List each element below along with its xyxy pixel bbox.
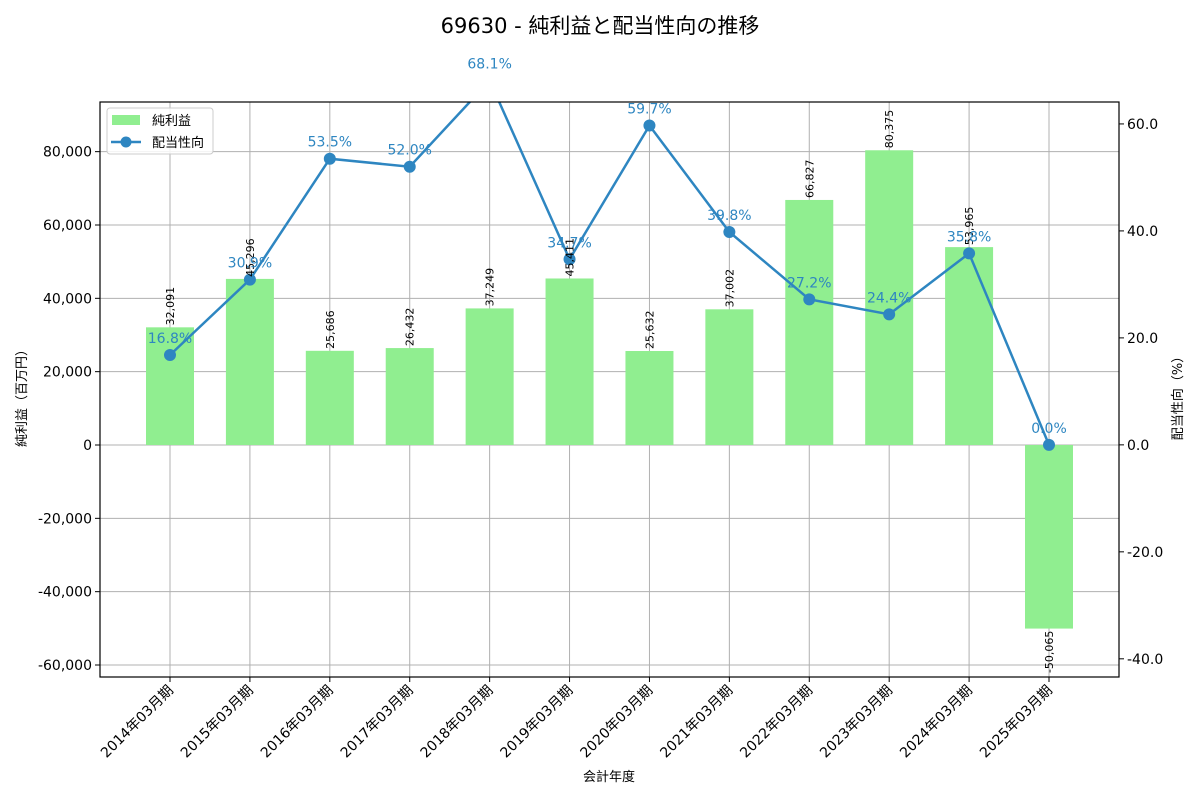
svg-text:60.0: 60.0 (1127, 117, 1158, 133)
svg-text:-60,000: -60,000 (38, 658, 92, 674)
svg-text:80,375: 80,375 (883, 110, 896, 149)
svg-text:2022年03月期: 2022年03月期 (737, 683, 816, 762)
bar (945, 247, 994, 445)
bar-value-labels: 32,091 45,296 25,686 26,432 37,249 45,411 25,6… (164, 110, 1056, 673)
svg-text:20,000: 20,000 (43, 365, 92, 381)
bar (146, 327, 194, 445)
svg-text:26,432: 26,432 (404, 308, 417, 347)
bar (465, 308, 514, 445)
line-marker (403, 160, 416, 173)
svg-text:35.8%: 35.8% (947, 229, 991, 245)
y-axis-left-label: 純利益（百万円） (15, 343, 30, 447)
line-value-labels: 16.8% 30.9% 53.5% 52.0% 68.1% 34.7% 59.7% 39.8%… (148, 57, 1067, 437)
line-marker (1043, 438, 1055, 451)
bar (305, 350, 354, 445)
bar (385, 348, 434, 445)
bar (545, 278, 594, 445)
svg-text:16.8%: 16.8% (148, 331, 192, 347)
svg-text:2018年03月期: 2018年03月期 (418, 683, 497, 762)
y-axis-right: -40.0 -20.0 0.0 20.0 40.0 60.0 (1119, 117, 1163, 668)
svg-text:66,827: 66,827 (803, 159, 816, 198)
svg-text:0.0%: 0.0% (1031, 421, 1067, 437)
svg-text:30.9%: 30.9% (228, 256, 272, 272)
y-axis-left: -60,000 -40,000 -20,000 0 20,000 40,000 60,000… (38, 145, 100, 674)
line-marker (164, 349, 176, 361)
svg-text:80,000: 80,000 (43, 145, 92, 161)
svg-text:53.5%: 53.5% (308, 135, 352, 151)
svg-text:20.0: 20.0 (1127, 331, 1158, 347)
line-marker (963, 247, 976, 260)
svg-text:45,411: 45,411 (564, 238, 577, 277)
line-marker (803, 293, 816, 306)
x-axis: 2014年03月期 2015年03月期 2016年03月期 2017年03月期 2018… (98, 677, 1056, 761)
svg-text:27.2%: 27.2% (787, 275, 831, 291)
svg-text:37,002: 37,002 (723, 269, 736, 308)
bar-series-net-income (146, 150, 1073, 629)
svg-text:-40,000: -40,000 (38, 585, 92, 601)
svg-text:2014年03月期: 2014年03月期 (98, 683, 177, 762)
bar (225, 278, 274, 445)
bar (1025, 444, 1073, 629)
svg-text:39.8%: 39.8% (707, 208, 751, 224)
svg-text:2015年03月期: 2015年03月期 (178, 683, 257, 762)
svg-text:2020年03月期: 2020年03月期 (577, 683, 656, 762)
svg-text:2025年03月期: 2025年03月期 (977, 683, 1056, 762)
svg-text:32,091: 32,091 (164, 287, 177, 326)
line-series-payout-ratio (164, 75, 1055, 451)
bar (785, 199, 834, 445)
svg-text:40,000: 40,000 (43, 291, 92, 307)
bar (705, 309, 754, 445)
svg-text:24.4%: 24.4% (867, 290, 911, 306)
svg-text:-50,065: -50,065 (1043, 631, 1056, 673)
svg-text:45,296: 45,296 (244, 238, 257, 277)
svg-text:40.0: 40.0 (1127, 224, 1158, 240)
svg-text:0: 0 (83, 438, 92, 454)
svg-text:2024年03月期: 2024年03月期 (897, 683, 976, 762)
svg-text:60,000: 60,000 (43, 218, 92, 234)
chart-title: 69630 - 純利益と配当性向の推移 (440, 14, 760, 38)
line-marker (723, 225, 736, 238)
svg-text:52.0%: 52.0% (387, 143, 431, 159)
svg-text:25,686: 25,686 (324, 310, 337, 349)
svg-text:2021年03月期: 2021年03月期 (657, 683, 736, 762)
svg-text:-20,000: -20,000 (38, 511, 92, 527)
x-axis-label: 会計年度 (583, 769, 635, 785)
svg-text:-20.0: -20.0 (1127, 545, 1163, 561)
legend-bar-swatch (112, 115, 140, 125)
svg-text:53,965: 53,965 (963, 207, 976, 246)
svg-text:34.7%: 34.7% (547, 235, 591, 251)
svg-text:37,249: 37,249 (484, 268, 497, 307)
line-marker (243, 273, 256, 286)
line-marker (643, 119, 656, 132)
line-marker (323, 152, 336, 165)
svg-text:2017年03月期: 2017年03月期 (338, 683, 417, 762)
plot-frame (99, 101, 1120, 678)
legend-label-payout-ratio: 配当性向 (152, 135, 204, 151)
svg-text:0.0: 0.0 (1127, 438, 1149, 454)
legend-line-marker (120, 136, 132, 148)
svg-text:59.7%: 59.7% (627, 102, 671, 118)
y-axis-right-label: 配当性向（%） (1170, 350, 1186, 440)
bar (625, 351, 674, 445)
line-marker (883, 308, 896, 321)
svg-text:2023年03月期: 2023年03月期 (817, 683, 896, 762)
line-marker (563, 253, 576, 266)
bar (865, 150, 914, 445)
line-marker (484, 75, 496, 87)
legend-label-net-income: 純利益 (152, 114, 191, 129)
svg-text:68.1%: 68.1% (467, 57, 511, 73)
svg-text:2016年03月期: 2016年03月期 (258, 683, 337, 762)
svg-text:25,632: 25,632 (643, 311, 656, 350)
svg-text:-40.0: -40.0 (1127, 652, 1163, 668)
svg-text:2019年03月期: 2019年03月期 (498, 683, 577, 762)
